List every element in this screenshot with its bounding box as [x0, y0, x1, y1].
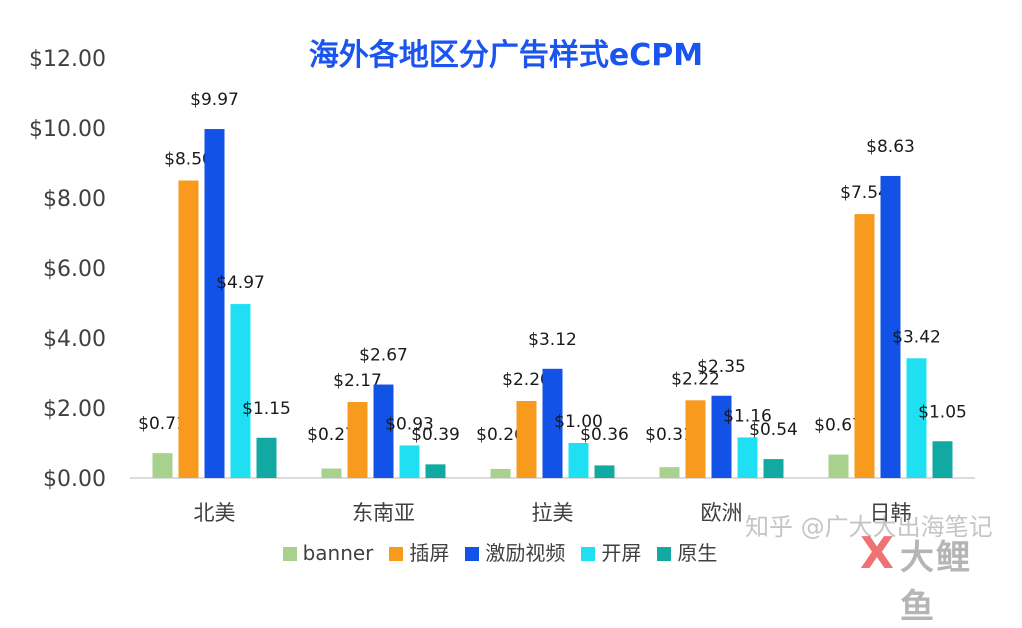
bar: [763, 459, 784, 478]
data-label: $0.26: [476, 425, 525, 445]
watermark-logo-text: 大鲤鱼: [900, 538, 972, 627]
bar: [347, 402, 368, 478]
watermark-logo: X 大鲤鱼: [860, 528, 990, 627]
bar: [542, 368, 563, 478]
bar: [880, 175, 901, 478]
bar: [425, 464, 446, 478]
bar: [711, 395, 732, 478]
data-label: $2.17: [333, 371, 382, 391]
data-label: $8.63: [866, 137, 915, 157]
data-label: $8.50: [164, 150, 213, 170]
data-label: $0.31: [645, 425, 694, 445]
bar: [906, 358, 927, 478]
data-label: $1.15: [242, 399, 291, 419]
legend-item: banner: [282, 541, 374, 565]
data-label: $0.27: [307, 425, 356, 445]
x-tick-label: 拉美: [532, 501, 574, 525]
data-label: $0.71: [138, 414, 187, 434]
y-tick-label: $2.00: [43, 397, 106, 422]
data-label: $2.22: [671, 369, 720, 389]
data-label: $9.97: [190, 90, 239, 110]
bar: [685, 400, 706, 478]
bar-chart: $0.00 $2.00 $4.00 $6.00 $8.00 $10.00 $12.00 北美 $…: [29, 47, 975, 525]
bar: [516, 401, 537, 478]
bar: [399, 445, 420, 478]
legend-item: 原生: [657, 537, 717, 566]
bar: [152, 453, 173, 478]
y-tick-label: $6.00: [43, 257, 106, 282]
x-tick-label: 日韩: [870, 501, 912, 525]
data-label: $0.67: [814, 416, 863, 436]
bar: [490, 468, 511, 478]
watermark-x-glyph: X: [860, 528, 894, 579]
data-label: $3.12: [528, 330, 577, 350]
legend-label: banner: [302, 541, 374, 565]
data-label: $0.93: [385, 414, 434, 434]
bar: [256, 437, 277, 478]
data-label: $3.42: [892, 327, 941, 347]
data-label: $2.35: [697, 357, 746, 377]
legend-item: 开屏: [581, 537, 641, 566]
chart-title: 海外各地区分广告样式eCPM: [308, 38, 704, 73]
legend-swatch: [657, 547, 672, 561]
bar: [178, 180, 199, 478]
y-tick-label: $4.00: [43, 327, 106, 352]
legend-swatch: [389, 547, 404, 561]
bar: [854, 214, 875, 478]
legend-swatch: [282, 547, 297, 561]
watermark-text: 知乎 @广大大出海笔记: [745, 513, 993, 541]
legend-label: 开屏: [601, 541, 642, 565]
bar: [373, 384, 394, 478]
bar: [932, 441, 953, 478]
data-label: $1.16: [723, 406, 772, 426]
bar: [204, 129, 225, 479]
data-label: $0.39: [411, 425, 460, 445]
data-label: $1.00: [554, 412, 603, 432]
bar: [568, 443, 589, 478]
y-tick-label: $10.00: [29, 117, 106, 142]
y-tick-label: $0.00: [43, 467, 106, 492]
bar: [659, 467, 680, 478]
x-tick-label: 北美: [194, 501, 236, 525]
bar: [737, 437, 758, 478]
legend-label: 激励视频: [485, 541, 566, 565]
data-label: $7.54: [840, 183, 889, 203]
legend: banner 插屏 激励视频 开屏 原生: [0, 537, 1000, 566]
legend-item: 插屏: [389, 537, 449, 566]
y-tick-label: $8.00: [43, 187, 106, 212]
x-tick-label: 东南亚: [352, 501, 415, 525]
bar: [828, 454, 849, 478]
data-label: $0.54: [749, 420, 798, 440]
data-label: $1.05: [918, 402, 967, 422]
legend-item: 激励视频: [465, 537, 565, 566]
legend-swatch: [581, 547, 596, 561]
legend-label: 插屏: [409, 541, 450, 565]
data-label: $2.67: [359, 346, 408, 366]
legend-swatch: [465, 547, 480, 561]
legend-label: 原生: [677, 541, 718, 565]
x-tick-label: 欧洲: [701, 501, 743, 525]
data-label: $4.97: [216, 273, 265, 293]
y-tick-label: $12.00: [29, 47, 106, 72]
data-label: $0.36: [580, 425, 629, 445]
data-label: $2.20: [502, 370, 551, 390]
bar: [321, 468, 342, 478]
bar: [230, 304, 251, 478]
bar: [594, 465, 615, 478]
